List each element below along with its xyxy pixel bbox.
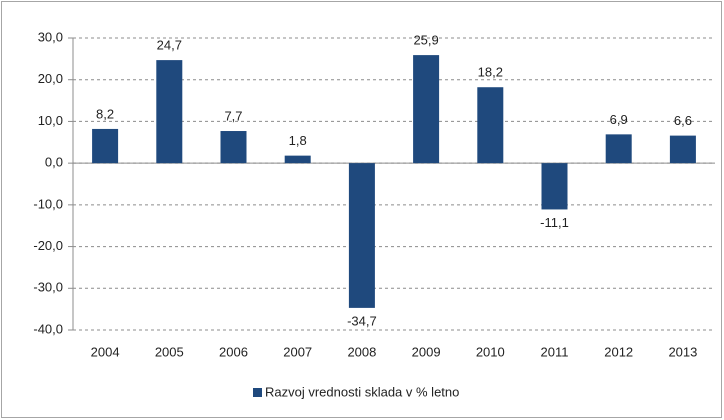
value-label: 25,9 bbox=[413, 33, 438, 48]
x-tick-label: 2012 bbox=[604, 344, 633, 359]
x-tick-label: 2009 bbox=[412, 344, 441, 359]
x-tick-label: 2013 bbox=[668, 344, 697, 359]
value-label: 6,6 bbox=[674, 113, 692, 128]
x-tick-label: 2010 bbox=[476, 344, 505, 359]
y-tick-label: -30,0 bbox=[33, 280, 63, 295]
value-label: 24,7 bbox=[157, 38, 182, 53]
bar bbox=[220, 131, 247, 164]
value-label: 7,7 bbox=[224, 108, 242, 123]
x-tick-label: 2005 bbox=[155, 344, 184, 359]
y-tick-label: -20,0 bbox=[33, 238, 63, 253]
bar bbox=[284, 155, 311, 164]
bar bbox=[605, 134, 632, 164]
y-tick-label: -40,0 bbox=[33, 321, 63, 336]
value-label: 8,2 bbox=[96, 106, 114, 121]
bar bbox=[413, 55, 440, 164]
value-label: 18,2 bbox=[478, 65, 503, 80]
bar bbox=[669, 135, 696, 164]
value-label: -11,1 bbox=[540, 215, 569, 230]
x-tick-label: 2011 bbox=[541, 344, 569, 359]
value-label: 1,8 bbox=[289, 133, 307, 148]
bar bbox=[541, 163, 568, 210]
y-tick-label: 0,0 bbox=[45, 155, 63, 170]
x-tick-label: 2006 bbox=[219, 344, 248, 359]
y-tick-label: -10,0 bbox=[33, 196, 63, 211]
value-label: 6,9 bbox=[610, 112, 628, 127]
bar bbox=[348, 163, 375, 308]
bar bbox=[477, 87, 504, 164]
y-tick-label: 20,0 bbox=[38, 71, 63, 86]
bar bbox=[156, 60, 183, 164]
x-tick-label: 2007 bbox=[283, 344, 312, 359]
x-tick-label: 2008 bbox=[347, 344, 376, 359]
legend-label: Razvoj vrednosti sklada v % letno bbox=[265, 384, 459, 399]
y-tick-label: 10,0 bbox=[38, 113, 63, 128]
x-tick-label: 2004 bbox=[91, 344, 120, 359]
legend-swatch bbox=[253, 388, 262, 397]
y-tick-label: 30,0 bbox=[38, 29, 63, 44]
bar bbox=[92, 128, 119, 164]
value-label: -34,7 bbox=[347, 313, 377, 328]
